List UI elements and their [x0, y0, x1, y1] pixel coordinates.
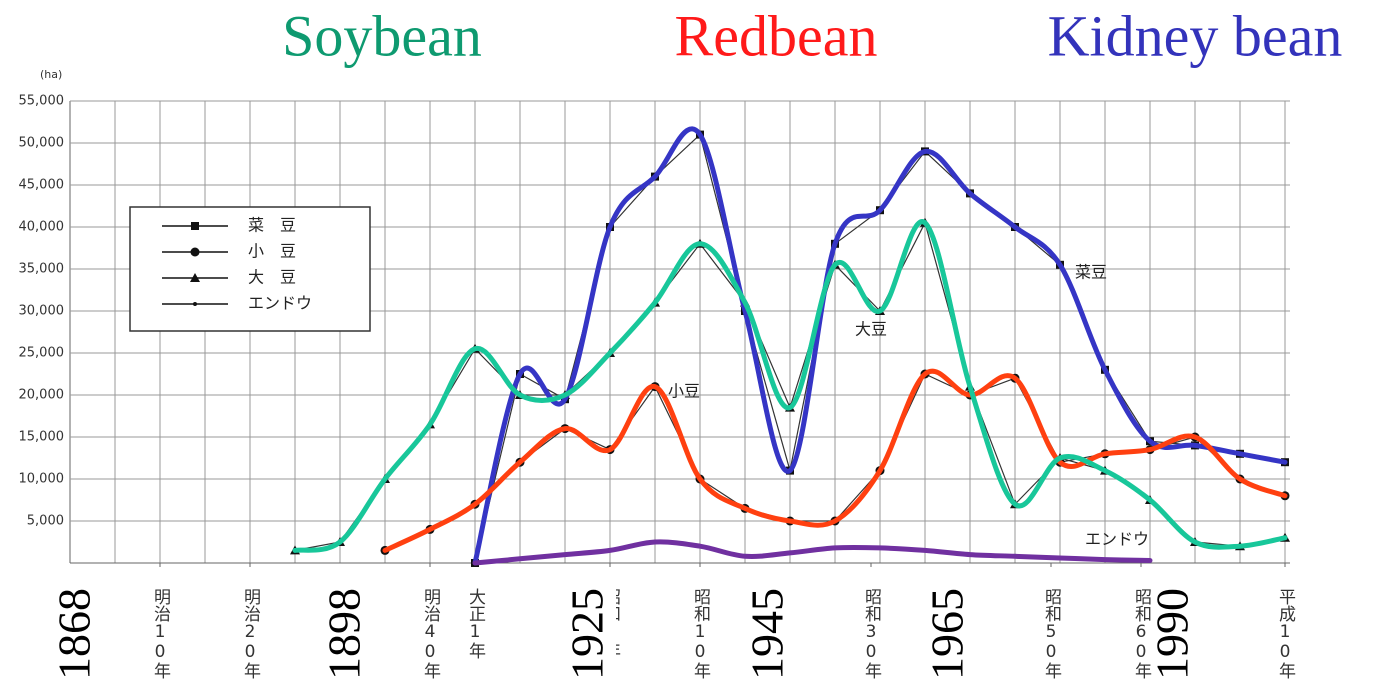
y-tick-label: 15,000: [19, 430, 65, 445]
legend-label: エンドウ: [248, 294, 312, 313]
year-mark-bg: [55, 568, 103, 683]
y-tick-label: 55,000: [19, 94, 65, 109]
year-mark: 1925: [562, 588, 613, 680]
y-tick-label: 45,000: [19, 178, 65, 193]
x-tick-label: 大正1年: [465, 588, 486, 659]
x-tick-label: 昭和60年: [1131, 588, 1152, 679]
series-line: [292, 219, 1288, 553]
x-tick-label: 昭和10年: [690, 588, 711, 679]
annotation: エンドウ: [1085, 530, 1149, 549]
marker: [191, 222, 199, 230]
year-mark: 1898: [319, 588, 370, 680]
y-unit: (ha): [40, 68, 62, 81]
legend-label: 大 豆: [248, 268, 296, 287]
annotation: 大豆: [855, 320, 887, 339]
y-tick-label: 30,000: [19, 304, 65, 319]
x-tick-label: 昭和50年: [1041, 588, 1062, 679]
marker: [190, 273, 200, 282]
y-tick-label: 10,000: [19, 472, 65, 487]
year-mark-bg: [748, 568, 796, 683]
year-mark-bg: [928, 568, 976, 683]
annotation: 小豆: [668, 382, 700, 401]
series-line: [472, 539, 1153, 566]
y-tick-label: 40,000: [19, 220, 65, 235]
legend-label: 菜 豆: [248, 216, 296, 235]
y-tick-label: 20,000: [19, 388, 65, 403]
x-tick-label: 明治10年: [150, 588, 171, 679]
heading: Kidney bean: [1048, 3, 1343, 68]
y-tick-label: 25,000: [19, 346, 65, 361]
legend-box: [129, 206, 371, 332]
annotation: 菜豆: [1075, 263, 1107, 282]
heading: Soybean: [282, 3, 482, 68]
year-mark-bg: [568, 568, 616, 683]
y-tick-label: 35,000: [19, 262, 65, 277]
y-tick-label: 50,000: [19, 136, 65, 151]
year-mark: 1945: [742, 588, 793, 680]
year-mark-bg: [325, 568, 373, 683]
year-mark-bg: [1153, 568, 1201, 683]
marker: [190, 247, 200, 257]
x-tick-label: 明治20年: [240, 588, 261, 679]
x-tick-label: 昭和30年: [861, 588, 882, 679]
y-tick-label: 5,000: [27, 514, 64, 529]
year-mark: 1868: [49, 588, 100, 680]
heading: Redbean: [675, 3, 878, 68]
year-mark: 1990: [1147, 588, 1198, 680]
x-tick-label: 平成10年: [1275, 588, 1296, 679]
x-tick-label: 明治40年: [420, 588, 441, 679]
marker: [193, 302, 197, 306]
legend-label: 小 豆: [248, 242, 296, 261]
series-line: [382, 368, 1288, 553]
year-mark: 1965: [922, 588, 973, 680]
